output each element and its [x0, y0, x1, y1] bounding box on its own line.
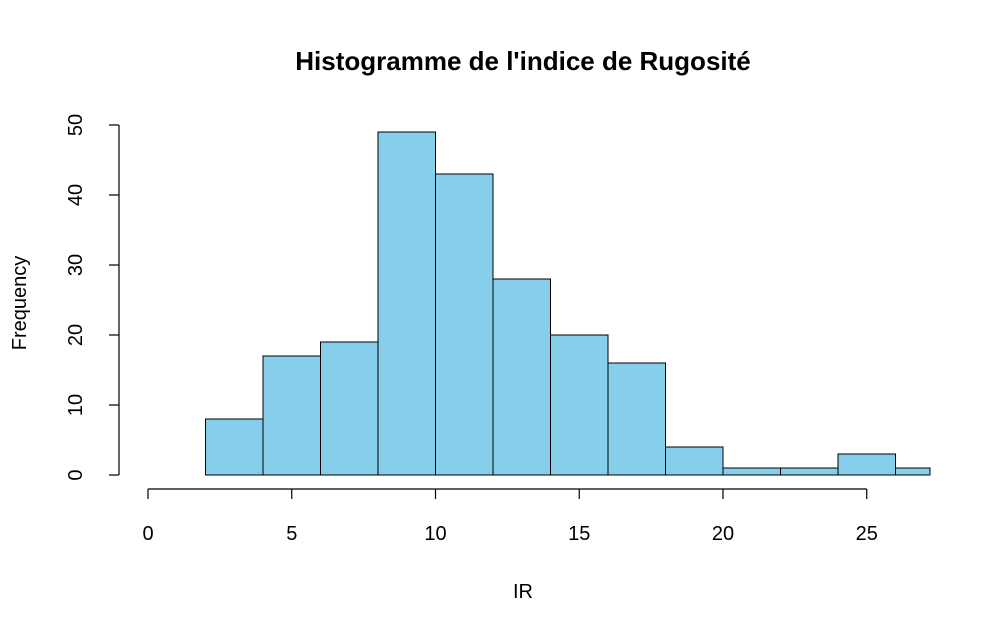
histogram-bar-13 [895, 467, 931, 476]
y-tick-label: 40 [65, 184, 87, 206]
y-tick-label: 20 [65, 324, 87, 346]
bars-group [205, 131, 931, 476]
histogram-bar-8 [607, 362, 666, 476]
x-axis-label: IR [513, 581, 533, 603]
histogram-bar-1 [205, 418, 264, 476]
histogram-bar-6 [492, 278, 551, 476]
histogram-bar-10 [722, 467, 781, 476]
chart-title: Histogramme de l'indice de Rugosité [295, 46, 751, 76]
x-tick-label: 5 [286, 523, 297, 545]
x-tick-label: 10 [424, 523, 446, 545]
x-tick-label: 15 [568, 523, 590, 545]
histogram-bar-9 [665, 446, 724, 476]
x-axis: 0 5 10 15 20 25 [142, 488, 878, 545]
histogram-bar-4 [377, 131, 436, 476]
histogram-bar-2 [262, 355, 321, 476]
y-tick-label: 10 [65, 394, 87, 416]
histogram-bar-11 [780, 467, 839, 476]
y-tick-label: 0 [65, 469, 87, 480]
y-axis-label: Frequency [9, 256, 31, 351]
histogram-bar-12 [837, 453, 896, 476]
x-tick-label: 0 [142, 523, 153, 545]
y-tick-label: 50 [65, 114, 87, 136]
histogram-bar-5 [435, 173, 494, 476]
x-tick-label: 25 [856, 523, 878, 545]
histogram-bar-7 [550, 334, 609, 476]
histogram-bar-3 [320, 341, 379, 476]
y-axis: 0 10 20 30 40 50 [65, 114, 120, 481]
y-tick-label: 30 [65, 254, 87, 276]
x-tick-label: 20 [712, 523, 734, 545]
